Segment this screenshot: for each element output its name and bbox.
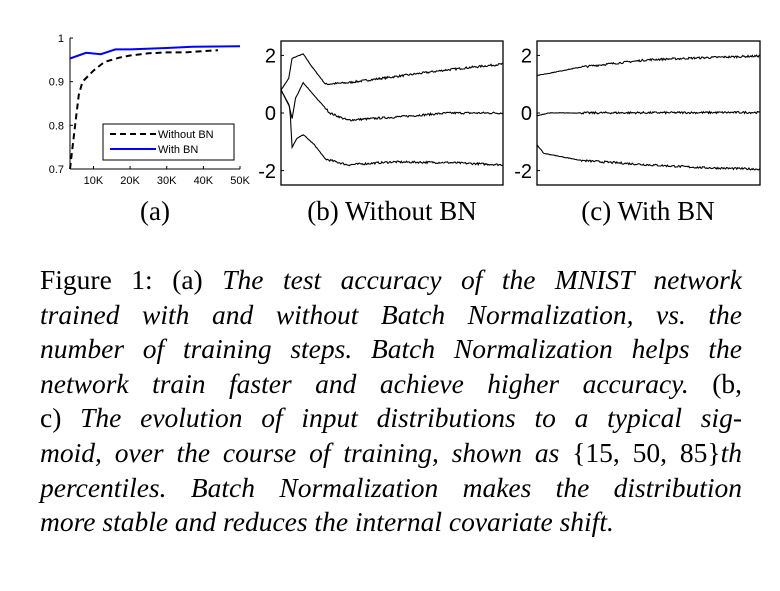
caption-line: c) The evolution of input distributions … (40, 401, 742, 436)
series-line-15th-percentile (536, 144, 761, 171)
caption-segment: trained with and without Batch Normaliza… (40, 298, 742, 330)
caption-segment: (b, (688, 367, 742, 399)
caption-segment: network train faster and achieve higher … (40, 367, 689, 399)
caption-segment: number of training steps. Batch Normaliz… (40, 333, 742, 365)
y-tick-label: 1 (58, 33, 64, 45)
caption-segment: c) (40, 402, 81, 434)
x-tick-label: 10K (84, 175, 104, 187)
caption-segment: th (720, 436, 742, 468)
series-line-15th-percentile (280, 89, 504, 167)
series-line-50th-percentile (536, 110, 761, 117)
caption-line: trained with and without Batch Normaliza… (40, 298, 742, 333)
y-tick-label: 0 (521, 103, 532, 125)
caption-line: percentiles. Batch Normalization makes t… (40, 471, 742, 506)
legend: Without BN With BN (102, 123, 235, 161)
x-tick-label: 30K (157, 175, 177, 187)
caption-segment: more stable and reduces the internal cov… (40, 506, 614, 538)
series-line-50th-percentile (280, 81, 504, 122)
y-tick-label: 0.9 (49, 77, 64, 89)
caption-line: Figure 1: (a) The test accuracy of the M… (40, 263, 742, 298)
chart-b: -2 0 2 (258, 40, 504, 186)
y-tick-label: 0.7 (49, 164, 64, 176)
y-tick-label: 0.8 (49, 120, 64, 132)
legend-box (102, 123, 235, 161)
x-tick-label: 40K (194, 175, 214, 187)
y-tick-label: 2 (521, 46, 532, 68)
caption-segment: The test accuracy of the MNIST network (222, 264, 742, 295)
x-tick-label: 50K (230, 175, 250, 187)
chart-a: 0.7 0.8 0.9 1 10K 20K 30K 40K 50K Without BN With … (49, 33, 251, 187)
y-tick-label: 0 (265, 103, 276, 125)
caption-segment: {15, 50, 85} (572, 436, 721, 468)
series-line-with-bn (69, 45, 241, 60)
y-tick-label: -2 (514, 161, 532, 183)
caption-segment: Figure 1: (a) (40, 264, 223, 295)
x-tick-label: 20K (120, 175, 140, 187)
subfigure-b-label: (b) Without BN (307, 196, 477, 226)
series-line-85th-percentile (280, 53, 504, 91)
caption-line: network train faster and achieve higher … (40, 367, 742, 402)
subfigure-c-label: (c) With BN (581, 196, 715, 226)
caption-line: number of training steps. Batch Normaliz… (40, 332, 742, 367)
caption-line: moid, over the course of training, shown… (40, 436, 742, 471)
caption-segment: percentiles. Batch Normalization makes t… (40, 471, 742, 503)
series-line-85th-percentile (536, 54, 761, 77)
figure-caption: Figure 1: (a) The test accuracy of the M… (40, 263, 742, 540)
caption-line: more stable and reduces the internal cov… (40, 505, 742, 540)
caption-segment: moid, over the course of training, shown… (40, 436, 573, 468)
y-tick-label: 2 (265, 46, 276, 68)
y-tick-label: -2 (258, 161, 276, 183)
legend-entry: Without BN (158, 129, 214, 141)
legend-entry: With BN (158, 144, 198, 156)
series-line-without-bn (69, 49, 219, 170)
caption-segment: The evolution of input distributions to … (80, 402, 742, 434)
chart-c: -2 0 2 (514, 40, 761, 186)
subfigure-a-label: (a) (140, 196, 170, 226)
